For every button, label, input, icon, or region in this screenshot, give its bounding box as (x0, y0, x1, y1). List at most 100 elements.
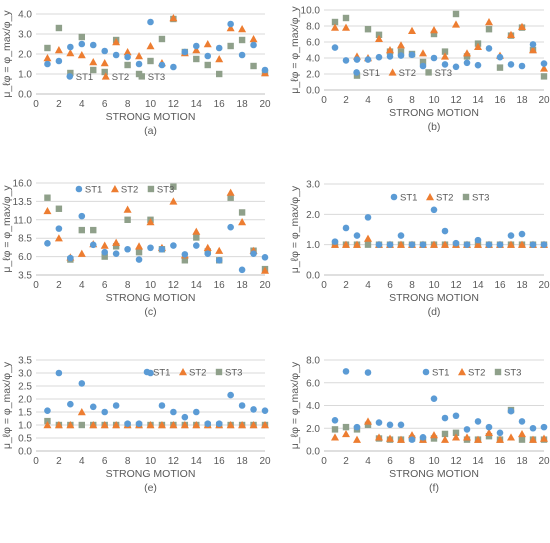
data-point-st2 (441, 435, 449, 443)
data-point-st2 (89, 421, 98, 429)
data-point-st3 (364, 26, 372, 33)
data-point-st2 (123, 205, 132, 213)
data-point-st1 (227, 20, 234, 28)
x-tick-label: 8 (125, 280, 131, 291)
y-axis-title: μ_ℓφ = φ_max/φ_y (289, 185, 301, 273)
data-point-st1 (364, 214, 372, 221)
data-point-st2 (342, 429, 350, 438)
data-point-st2 (507, 240, 515, 248)
data-point-st2 (43, 206, 52, 215)
data-point-st1 (112, 51, 120, 59)
data-point-st1 (419, 241, 427, 248)
data-point-st2 (77, 51, 86, 59)
data-point-st2 (89, 58, 98, 66)
data-point-st1 (518, 418, 526, 425)
y-axis-title: μ_ℓφ = φ_max/φ_y (289, 361, 301, 449)
y-tick-label: 3.5 (18, 356, 32, 367)
y-tick-label: 2.5 (18, 382, 32, 393)
legend-marker-st3 (138, 73, 145, 80)
data-point-st3 (342, 423, 350, 431)
x-tick-label: 0 (321, 456, 327, 467)
data-point-st2 (419, 49, 427, 57)
x-tick-label: 16 (214, 456, 226, 467)
data-point-st3 (112, 243, 120, 250)
data-point-st3 (193, 55, 200, 63)
data-point-st1 (397, 52, 405, 59)
legend-marker-st2 (110, 185, 119, 193)
x-tick-label: 4 (365, 280, 371, 291)
legend-marker-st1 (353, 69, 360, 76)
x-tick-label: 0 (321, 280, 327, 291)
data-point-st1 (419, 62, 427, 70)
data-point-st2 (540, 64, 548, 72)
x-tick-label: 14 (191, 99, 203, 110)
data-point-st1 (250, 250, 257, 257)
series-ST3 (44, 15, 269, 78)
x-tick-label: 10 (428, 280, 440, 291)
legend-marker-st3 (147, 185, 155, 193)
data-point-st3 (55, 205, 63, 212)
data-point-st1 (215, 256, 223, 264)
series-ST1 (44, 212, 269, 274)
x-tick-label: 6 (102, 99, 108, 110)
y-tick-label: 16.0 (13, 179, 33, 190)
data-point-st1 (89, 241, 97, 249)
data-point-st1 (353, 56, 361, 63)
data-point-st1 (331, 416, 339, 424)
data-point-st1 (485, 423, 493, 431)
data-point-st1 (135, 256, 143, 263)
data-point-st1 (44, 60, 51, 68)
data-point-st2 (518, 429, 526, 438)
series-ST3 (44, 417, 269, 429)
data-point-st1 (170, 63, 177, 71)
data-point-st2 (77, 408, 86, 416)
legend-marker-st2 (388, 68, 397, 76)
data-point-st2 (364, 234, 372, 242)
series-ST3 (331, 406, 548, 443)
x-axis-title: STRONG MOTION (106, 468, 196, 480)
data-point-st2 (169, 421, 178, 429)
x-tick-label: 10 (145, 99, 157, 110)
data-point-st1 (529, 241, 537, 248)
data-point-st2 (100, 421, 109, 429)
y-tick-label: 0.5 (18, 434, 32, 445)
legend-label-st2: ST2 (112, 72, 129, 83)
legend-label-st3: ST3 (435, 68, 452, 79)
data-point-st1 (78, 212, 86, 220)
x-tick-label: 6 (387, 280, 393, 291)
data-point-st3 (170, 183, 177, 190)
data-point-st1 (55, 57, 63, 65)
data-point-st2 (529, 435, 537, 443)
data-point-st1 (78, 40, 86, 48)
data-point-st1 (238, 266, 246, 274)
x-axis-title: STRONG MOTION (106, 111, 196, 123)
data-point-st2 (169, 14, 178, 22)
y-tick-label: 0.0 (306, 447, 320, 458)
data-point-st2 (43, 421, 52, 429)
data-point-st1 (227, 391, 234, 399)
data-point-st3 (238, 36, 246, 44)
data-point-st1 (261, 254, 269, 261)
data-point-st1 (181, 48, 189, 56)
data-point-st1 (441, 414, 449, 422)
x-tick-label: 6 (102, 280, 108, 291)
data-point-st1 (507, 232, 515, 239)
legend: ST1 ST2 ST3 (66, 72, 165, 83)
legend-label-st1: ST1 (153, 368, 170, 379)
data-point-st3 (158, 35, 166, 43)
legend-marker-st2 (101, 72, 110, 80)
legend-label-st1: ST1 (363, 68, 380, 79)
data-point-st2 (397, 41, 405, 49)
data-point-st1 (124, 245, 131, 253)
data-point-st1 (331, 44, 339, 51)
data-point-st1 (158, 61, 166, 69)
data-point-st1 (44, 240, 51, 247)
data-point-st2 (66, 421, 75, 429)
data-point-st2 (430, 431, 438, 439)
data-point-st3 (342, 14, 350, 22)
data-point-st3 (55, 24, 63, 32)
legend-label-st2: ST2 (436, 193, 453, 204)
legend-label-st1: ST1 (432, 368, 449, 379)
x-tick-label: 20 (538, 280, 550, 291)
data-point-st1 (463, 241, 471, 248)
